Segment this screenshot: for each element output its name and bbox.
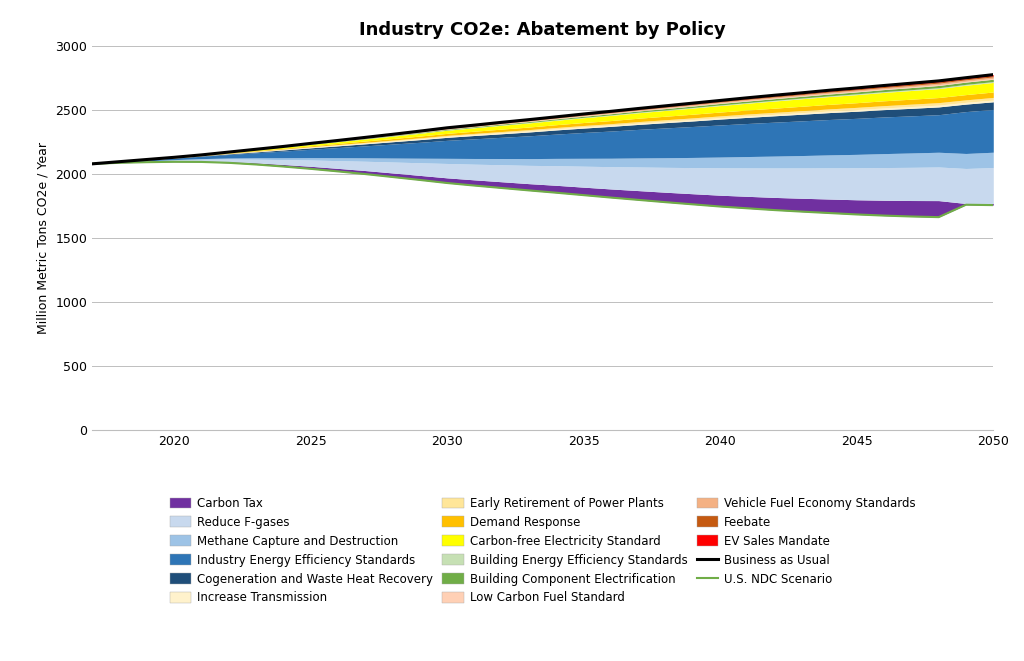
Title: Industry CO2e: Abatement by Policy: Industry CO2e: Abatement by Policy (359, 21, 726, 39)
Y-axis label: Million Metric Tons CO2e / Year: Million Metric Tons CO2e / Year (37, 142, 50, 334)
Legend: Carbon Tax, Reduce F-gases, Methane Capture and Destruction, Industry Energy Eff: Carbon Tax, Reduce F-gases, Methane Capt… (170, 497, 915, 604)
